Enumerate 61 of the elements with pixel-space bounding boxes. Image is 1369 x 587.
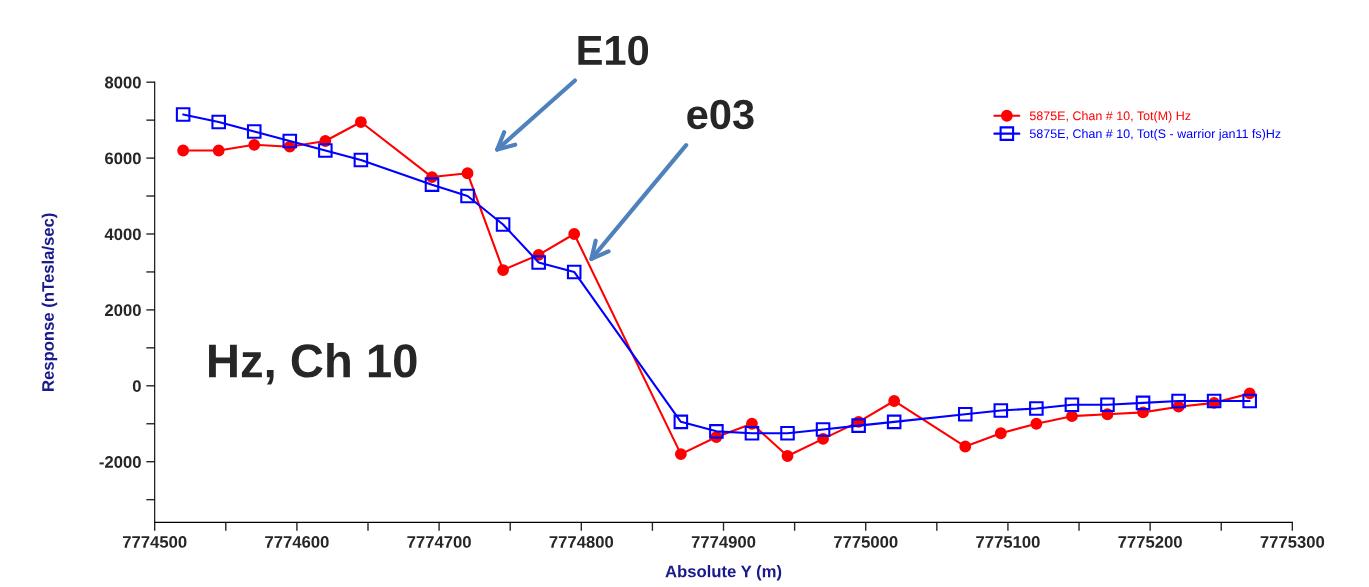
x-tick-label: 7775000 xyxy=(834,536,898,548)
point xyxy=(568,228,581,240)
point xyxy=(674,448,687,461)
point xyxy=(744,425,760,441)
point xyxy=(495,217,511,232)
x-tick-label: 7774500 xyxy=(122,536,187,548)
point xyxy=(994,427,1007,440)
point xyxy=(282,133,298,149)
y-tick-label: 4000 xyxy=(104,228,141,241)
point xyxy=(957,406,973,422)
x-tick-label: 7775100 xyxy=(976,536,1040,548)
text: E10 xyxy=(578,35,649,66)
annotation: Hz, Ch 10 xyxy=(209,342,417,385)
point xyxy=(353,152,369,168)
point xyxy=(211,114,226,130)
point xyxy=(1100,397,1115,413)
point xyxy=(709,424,724,439)
x-axis-title: Absolute Y (m) xyxy=(665,565,782,581)
point xyxy=(886,414,902,430)
point xyxy=(175,107,191,122)
point xyxy=(212,144,225,157)
point xyxy=(177,144,190,157)
point xyxy=(566,264,582,280)
point xyxy=(959,440,972,453)
point xyxy=(1171,393,1186,409)
point xyxy=(354,116,367,128)
point xyxy=(781,450,794,462)
point xyxy=(1030,417,1043,430)
point xyxy=(780,425,795,441)
point xyxy=(248,138,261,151)
x-tick-label: 7775200 xyxy=(1118,536,1182,548)
point xyxy=(497,264,509,276)
legend-label: 5875E, Chan # 10, Tot(S - warrior jan11 fs)Hz xyxy=(1029,128,1281,141)
point xyxy=(460,188,475,204)
x-tick-label: 7774700 xyxy=(407,536,471,548)
x-tick-label: 7774600 xyxy=(265,536,329,548)
y-tick-label: 2000 xyxy=(105,304,141,317)
legend-label: 5875E, Chan # 10, Tot(M) Hz xyxy=(1029,111,1191,123)
point xyxy=(1029,401,1044,416)
point xyxy=(1064,397,1080,413)
x-tick-label: 7774900 xyxy=(691,536,756,548)
point xyxy=(461,167,474,180)
x-tick-label: 7775300 xyxy=(1260,536,1325,548)
point xyxy=(246,124,262,139)
point xyxy=(531,255,546,270)
point xyxy=(673,414,689,430)
y-axis-title: Response (nTesla/sec) xyxy=(41,213,58,391)
point xyxy=(1242,393,1257,409)
y-tick-label: -2000 xyxy=(99,456,141,468)
point xyxy=(424,177,440,192)
point xyxy=(1135,395,1151,411)
point xyxy=(318,143,333,158)
point xyxy=(851,418,866,433)
point xyxy=(815,422,831,437)
x-tick-label: 7774800 xyxy=(549,536,614,548)
y-tick-label: 6000 xyxy=(105,152,141,165)
y-tick-label: 0 xyxy=(132,380,141,392)
y-tick-label: 8000 xyxy=(104,76,141,89)
point xyxy=(993,403,1009,418)
point xyxy=(888,395,901,407)
annotation: e03 xyxy=(687,99,754,130)
